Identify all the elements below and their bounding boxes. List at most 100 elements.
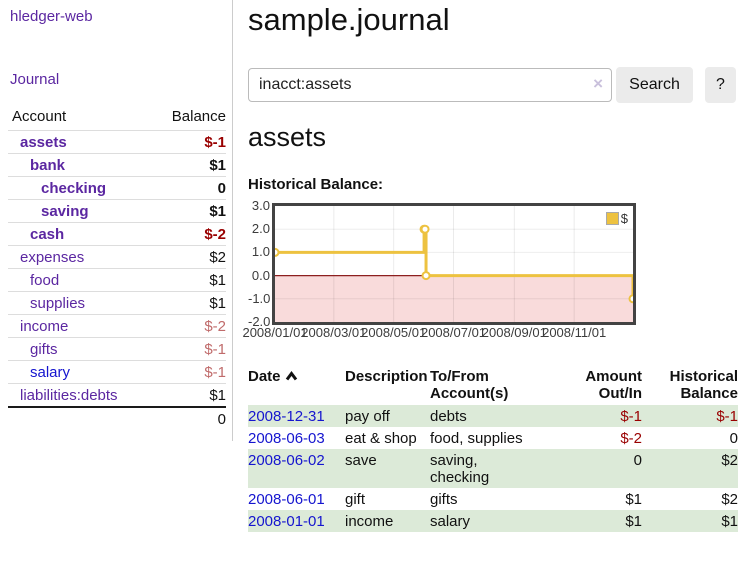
transaction-amount: $-2: [620, 429, 642, 447]
account-link[interactable]: liabilities:debts: [20, 386, 118, 404]
column-amount: Amount Out/In: [585, 368, 642, 402]
chart-plot-area[interactable]: $: [272, 203, 636, 325]
account-link[interactable]: supplies: [30, 294, 86, 312]
page-title: sample.journal: [248, 2, 450, 37]
column-accounts: To/From Account(s): [430, 368, 509, 402]
account-link[interactable]: assets: [20, 133, 67, 151]
transaction-date-cell: 2008-12-31: [248, 405, 345, 427]
chart-canvas: [275, 206, 633, 322]
x-axis-tick-label: 2008/09/01: [481, 325, 547, 340]
account-link[interactable]: salary: [30, 363, 71, 381]
transaction-balance: $-1: [716, 407, 738, 425]
account-balance: $-1: [150, 130, 226, 154]
y-axis-tick-label: 2.0: [251, 221, 270, 237]
register-row: 2008-06-01 gift gifts $1 $2: [248, 488, 738, 510]
account-link[interactable]: saving: [41, 202, 89, 220]
account-row: checking 0: [8, 176, 226, 200]
account-balance: $-2: [150, 222, 226, 246]
account-link[interactable]: expenses: [20, 248, 85, 266]
account-cell: liabilities:debts: [8, 383, 151, 407]
account-row: supplies $1: [8, 291, 226, 315]
transaction-date-cell: 2008-06-01: [248, 488, 345, 510]
search-form: × Search ?: [248, 67, 742, 105]
account-cell: income: [8, 314, 151, 338]
x-axis-tick-label: 2008/07/01: [420, 325, 487, 340]
transaction-amount: 0: [633, 451, 642, 469]
register-row: 2008-12-31 pay off debts $-1 $-1: [248, 405, 738, 427]
search-input[interactable]: [248, 68, 612, 102]
help-button[interactable]: ?: [705, 67, 736, 103]
account-cell: cash: [8, 222, 151, 246]
column-historical-balance: Historical Balance: [669, 368, 738, 402]
transaction-date-cell: 2008-01-01: [248, 510, 345, 532]
transaction-date-link[interactable]: 2008-06-01: [248, 490, 325, 508]
search-button[interactable]: Search: [616, 67, 693, 103]
accounts-total-spacer: [8, 406, 151, 430]
column-date[interactable]: Date: [248, 366, 345, 405]
column-description: Description: [345, 368, 428, 385]
chart-title: Historical Balance:: [248, 176, 384, 193]
register-header-row: Date Description To/From Account(s) Amou…: [248, 366, 738, 405]
legend-swatch-icon: [605, 212, 619, 225]
account-heading: assets: [248, 122, 327, 152]
account-cell: saving: [8, 199, 151, 223]
transaction-amount: $-1: [620, 407, 642, 425]
account-link[interactable]: income: [20, 317, 69, 335]
account-link[interactable]: food: [30, 271, 60, 289]
account-cell: expenses: [8, 245, 151, 269]
accounts-table: Account Balance assets $-1 bank $1 checking 0…: [8, 104, 226, 430]
account-link[interactable]: checking: [41, 179, 107, 197]
sidebar: hledger-web Journal Account Balance asse…: [0, 0, 232, 582]
transaction-accounts: gifts: [430, 490, 458, 508]
account-cell: checking: [8, 176, 151, 200]
y-axis-tick-label: -2.0: [248, 314, 271, 329]
account-link[interactable]: gifts: [30, 340, 58, 358]
account-balance: $1: [150, 291, 226, 315]
transaction-description: eat & shop: [345, 429, 417, 447]
account-cell: assets: [8, 130, 151, 154]
y-axis-tick-label: -1.0: [248, 290, 271, 306]
transaction-date-link[interactable]: 2008-01-01: [248, 512, 325, 530]
transaction-amount: $1: [625, 512, 642, 530]
sort-ascending-icon: [285, 371, 297, 381]
transaction-description: income: [345, 512, 394, 530]
transaction-date-cell: 2008-06-03: [248, 427, 345, 449]
clear-search-icon[interactable]: ×: [593, 74, 603, 93]
transaction-date-link[interactable]: 2008-06-03: [248, 429, 325, 447]
account-balance: $1: [150, 383, 226, 407]
account-balance: $-2: [150, 314, 226, 338]
account-balance: $1: [150, 199, 226, 223]
transaction-description: save: [345, 451, 377, 469]
account-row: gifts $-1: [8, 337, 226, 361]
transaction-date-link[interactable]: 2008-12-31: [248, 407, 325, 425]
account-row: liabilities:debts $1: [8, 383, 226, 407]
account-row: bank $1: [8, 153, 226, 177]
x-axis-tick-label: 2008/01/01: [242, 325, 308, 340]
account-cell: supplies: [8, 291, 151, 315]
account-cell: bank: [8, 153, 151, 177]
account-balance: $1: [150, 153, 226, 177]
account-balance: $1: [150, 268, 226, 292]
account-balance: $-1: [150, 360, 226, 384]
transaction-description: pay off: [345, 407, 390, 425]
account-balance: 0: [150, 176, 226, 200]
account-link[interactable]: cash: [30, 225, 65, 243]
transaction-accounts: debts: [430, 407, 467, 425]
transaction-balance: $2: [721, 490, 738, 508]
transaction-balance: $1: [721, 512, 738, 530]
account-link[interactable]: bank: [30, 156, 66, 174]
account-row: salary $-1: [8, 360, 226, 384]
x-axis-tick-label: 2008/03/01: [301, 325, 367, 340]
legend-label: $: [620, 211, 628, 226]
accounts-column-account: Account: [12, 108, 67, 125]
main-content: sample.journal × Search ? assets Histori…: [242, 0, 742, 582]
x-axis-tick-label: 2008/05/01: [361, 325, 427, 340]
brand-link[interactable]: hledger-web: [10, 8, 93, 25]
account-cell: salary: [8, 360, 151, 384]
account-row: food $1: [8, 268, 226, 292]
account-row: cash $-2: [8, 222, 226, 246]
account-balance: $2: [150, 245, 226, 269]
transaction-date-link[interactable]: 2008-06-02: [248, 451, 325, 469]
sidebar-item-journal[interactable]: Journal: [10, 71, 60, 88]
